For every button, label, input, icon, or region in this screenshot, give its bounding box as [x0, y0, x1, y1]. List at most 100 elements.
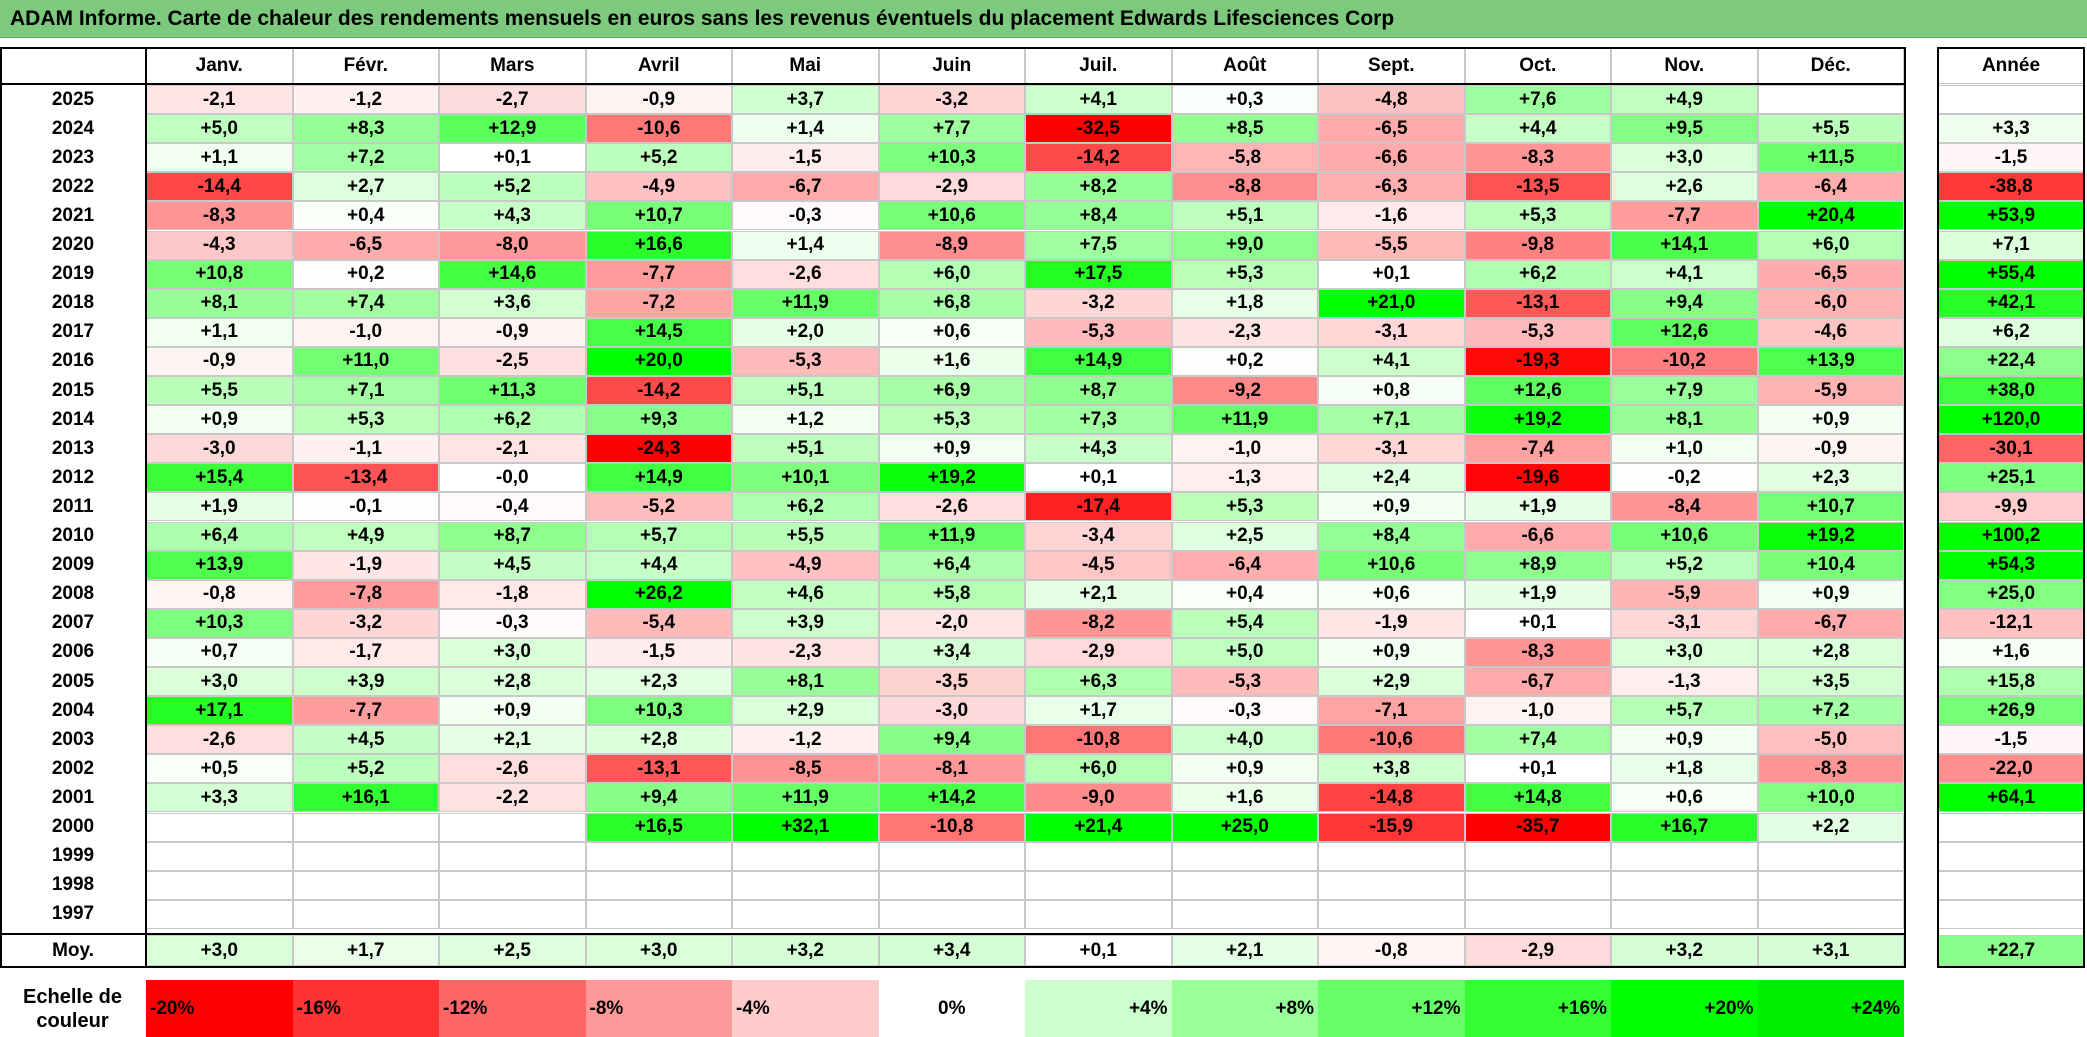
annual-cell: +25,0 [1938, 579, 2084, 609]
year-label: 2003 [51, 728, 95, 750]
year-label: 1999 [51, 845, 95, 867]
year-label: 2016 [51, 350, 95, 372]
heatmap-cell: +10,3 [878, 143, 1025, 173]
average-cell: +0,1 [1025, 935, 1172, 966]
annual-cell: +22,4 [1938, 346, 2084, 376]
color-scale-swatch: +4% [1025, 980, 1172, 1037]
heatmap-cell: +10,1 [732, 463, 879, 493]
heatmap-cell: +21,0 [1318, 288, 1465, 318]
heatmap-cell: +32,1 [732, 812, 879, 842]
heatmap-cell: -0,9 [439, 317, 586, 347]
heatmap-cell: +9,4 [585, 783, 732, 813]
heatmap-cell: +7,1 [1318, 405, 1465, 435]
heatmap-cell: +4,0 [1171, 725, 1318, 755]
heatmap-cell: -3,5 [878, 667, 1025, 697]
heatmap-cell: +5,3 [292, 405, 439, 435]
heatmap-cell: -19,3 [1464, 346, 1611, 376]
heatmap-cell: -1,7 [292, 637, 439, 667]
heatmap-cell: +10,6 [878, 201, 1025, 231]
heatmap-cell: -7,7 [1611, 201, 1758, 231]
year-label: 1998 [51, 874, 95, 896]
heatmap-cell: -4,8 [1318, 85, 1465, 115]
year-label: 2018 [51, 292, 95, 314]
heatmap-cell: +8,7 [1025, 376, 1172, 406]
heatmap-cell: +0,3 [1171, 85, 1318, 115]
heatmap-cell: +10,6 [1611, 521, 1758, 551]
color-scale-swatch: +8% [1171, 980, 1318, 1037]
heatmap-cell [1025, 870, 1172, 900]
heatmap-cell: +11,9 [878, 521, 1025, 551]
heatmap-cell: -3,2 [878, 85, 1025, 115]
heatmap-cell: +3,8 [1318, 754, 1465, 784]
annual-cell: +7,1 [1938, 230, 2084, 260]
heatmap-cell: +1,2 [732, 405, 879, 435]
heatmap-cell: +2,1 [439, 725, 586, 755]
heatmap-cell: +14,2 [878, 783, 1025, 813]
heatmap-cell: +5,2 [292, 754, 439, 784]
average-cell: +3,2 [1611, 935, 1758, 966]
heatmap-cell: +2,8 [439, 667, 586, 697]
heatmap-cell: +13,9 [146, 550, 293, 580]
year-label: 2017 [51, 321, 95, 343]
heatmap-cell: -0,9 [146, 346, 293, 376]
heatmap-cell: -6,0 [1757, 288, 1904, 318]
heatmap-cell: +0,9 [1171, 754, 1318, 784]
heatmap-cell [1464, 870, 1611, 900]
year-label: 2025 [51, 88, 95, 110]
heatmap-cell [1757, 870, 1904, 900]
heatmap-cell: +0,6 [878, 317, 1025, 347]
year-label: 2010 [51, 525, 95, 547]
heatmap-cell: -2,6 [439, 754, 586, 784]
heatmap-cell: +3,6 [439, 288, 586, 318]
annual-cell: +42,1 [1938, 288, 2084, 318]
annual-cell [1938, 870, 2084, 900]
annual-cell: +25,1 [1938, 463, 2084, 493]
heatmap-cell: +10,6 [1318, 550, 1465, 580]
heatmap-cell: -2,9 [878, 172, 1025, 202]
heatmap-cell: -3,2 [1025, 288, 1172, 318]
heatmap-cell: -1,9 [292, 550, 439, 580]
heatmap-cell: +0,1 [439, 143, 586, 173]
heatmap-cell: +15,4 [146, 463, 293, 493]
heatmap-cell: +8,7 [439, 521, 586, 551]
heatmap-cell: -8,3 [1464, 637, 1611, 667]
heatmap-cell: -13,1 [1464, 288, 1611, 318]
heatmap-cell: +6,2 [732, 492, 879, 522]
heatmap-cell: +7,4 [292, 288, 439, 318]
heatmap-cell: -3,1 [1318, 317, 1465, 347]
heatmap-cell: -10,8 [878, 812, 1025, 842]
heatmap-cell: +3,9 [732, 608, 879, 638]
heatmap-cell: +9,5 [1611, 114, 1758, 144]
heatmap-cell: -5,4 [585, 608, 732, 638]
heatmap-cell [732, 841, 879, 871]
heatmap-cell: -1,3 [1611, 667, 1758, 697]
heatmap-cell: -0,0 [439, 463, 586, 493]
heatmap-cell: +5,4 [1171, 608, 1318, 638]
heatmap-cell: -14,2 [585, 376, 732, 406]
heatmap-cell: +4,1 [1025, 85, 1172, 115]
heatmap-cell: -8,0 [439, 230, 586, 260]
heatmap-cell: +19,2 [878, 463, 1025, 493]
heatmap-cell: -2,6 [732, 259, 879, 289]
heatmap-cell: +1,9 [1464, 492, 1611, 522]
heatmap-cell [585, 870, 732, 900]
heatmap-cell: -9,0 [1025, 783, 1172, 813]
annual-cell: -9,9 [1938, 492, 2084, 522]
month-header: Août [1171, 48, 1318, 84]
heatmap-cell: +0,9 [1611, 725, 1758, 755]
heatmap-cell: +0,9 [1757, 579, 1904, 609]
heatmap-cell: +8,1 [146, 288, 293, 318]
heatmap-cell: -14,8 [1318, 783, 1465, 813]
year-label: 2022 [51, 175, 95, 197]
year-column-separator [145, 48, 147, 967]
month-header: Nov. [1611, 48, 1758, 84]
heatmap-cell: -13,4 [292, 463, 439, 493]
heatmap-cell: +5,5 [732, 521, 879, 551]
heatmap-cell: +4,3 [1025, 434, 1172, 464]
heatmap-cell: -6,7 [732, 172, 879, 202]
heatmap-cell: +9,3 [585, 405, 732, 435]
heatmap-cell: +0,9 [1757, 405, 1904, 435]
heatmap-cell: -10,6 [1318, 725, 1465, 755]
heatmap-cell: -5,9 [1757, 376, 1904, 406]
heatmap-cell: +14,8 [1464, 783, 1611, 813]
